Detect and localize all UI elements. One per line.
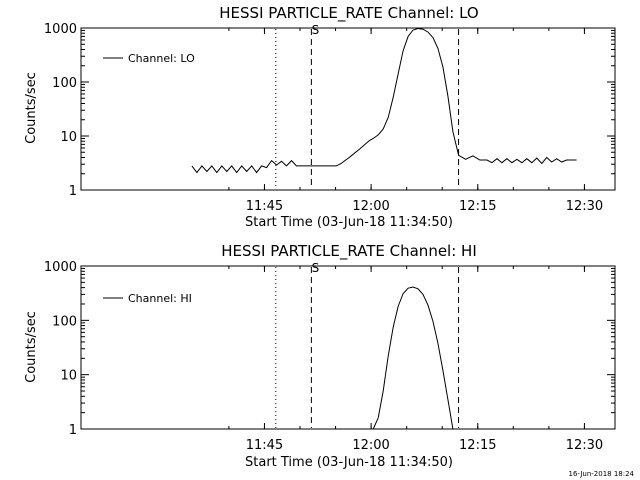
y-tick-label: 1: [69, 423, 77, 438]
chart-title: HESSI PARTICLE_RATE Channel: HI: [221, 242, 477, 261]
legend-label: Channel: HI: [128, 292, 192, 305]
y-tick-label: 1000: [44, 22, 77, 37]
marker-label: S: [312, 261, 320, 275]
y-tick-label: 100: [52, 314, 77, 329]
y-tick-label: 10: [60, 369, 77, 384]
y-axis-label: Counts/sec: [24, 311, 39, 383]
panel-channel-lo: HESSI PARTICLE_RATE Channel: LO Start Ti…: [24, 4, 616, 230]
plot-marks: 11:4512:0012:1512:3012:4513:001101001000…: [44, 260, 615, 453]
y-tick-label: 10: [60, 130, 77, 145]
x-tick-label: 11:45: [246, 199, 283, 214]
plot-marks: 11:4512:0012:1512:3012:4513:001101001000…: [44, 22, 615, 214]
y-tick-label: 100: [52, 76, 77, 91]
y-tick-label: 1: [69, 184, 77, 199]
series-line: [191, 27, 577, 174]
x-tick-label: 12:30: [566, 438, 603, 453]
x-axis-label: Start Time (03-Jun-18 11:34:50): [245, 215, 453, 230]
panel-channel-hi: HESSI PARTICLE_RATE Channel: HI Start Ti…: [24, 242, 616, 470]
chart-title: HESSI PARTICLE_RATE Channel: LO: [219, 4, 478, 23]
legend-label: Channel: LO: [128, 52, 195, 65]
x-tick-label: 12:15: [459, 199, 496, 214]
series-line: [372, 286, 454, 430]
y-axis-label: Counts/sec: [24, 72, 39, 144]
x-axis-label: Start Time (03-Jun-18 11:34:50): [245, 455, 453, 470]
plot-frame: [80, 27, 616, 191]
timestamp-label: 16-Jun-2018 18:24: [569, 470, 635, 478]
x-tick-label: 11:45: [246, 438, 283, 453]
x-tick-label: 12:15: [459, 438, 496, 453]
plot-frame: [80, 265, 616, 430]
x-tick-label: 12:00: [352, 438, 389, 453]
x-tick-label: 12:30: [566, 199, 603, 214]
x-tick-label: 12:00: [352, 199, 389, 214]
marker-label: S: [312, 23, 320, 37]
y-tick-label: 1000: [44, 260, 77, 275]
